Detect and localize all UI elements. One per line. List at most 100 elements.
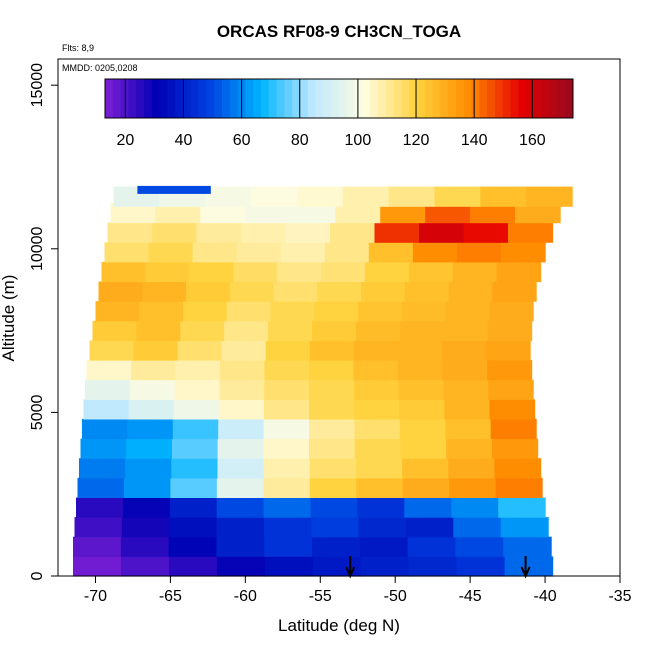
colorbar-swatch — [323, 79, 332, 118]
heatmap-cell — [175, 360, 221, 381]
heatmap-cell — [500, 517, 549, 538]
colorbar-swatch — [401, 79, 410, 118]
heatmap-cell — [408, 261, 454, 283]
heatmap-cell — [400, 438, 447, 459]
heatmap-cell — [455, 536, 504, 557]
heatmap-cell — [172, 418, 219, 440]
heatmap-cell — [442, 340, 487, 361]
heatmap-cell — [224, 320, 269, 341]
heatmap-cell — [168, 556, 218, 577]
heatmap-layer — [73, 186, 573, 577]
colorbar-swatch — [557, 79, 566, 118]
heatmap-cell — [491, 438, 539, 459]
plot-frame — [57, 58, 621, 577]
colorbar-swatch — [222, 79, 231, 118]
heatmap-cell — [264, 379, 310, 400]
colorbar-swatch — [409, 79, 418, 118]
heatmap-cell — [92, 320, 137, 341]
x-tick-label: -55 — [309, 588, 332, 605]
y-axis-label: Altitude (m) — [0, 275, 18, 362]
heatmap-cell — [355, 458, 403, 479]
heatmap-cell — [407, 536, 456, 557]
heatmap-cell — [180, 320, 225, 341]
heatmap-cell — [496, 261, 542, 283]
colorbar-swatch — [190, 79, 200, 118]
heatmap-cell — [353, 360, 399, 381]
heatmap-cell — [309, 399, 355, 420]
heatmap-cell — [263, 477, 311, 498]
heatmap-cell — [342, 186, 390, 207]
heatmap-cell — [123, 477, 171, 498]
heatmap-cell — [173, 399, 220, 420]
heatmap-cell — [490, 418, 537, 440]
x-axis-label: Latitude (deg N) — [278, 616, 400, 635]
heatmap-cell — [171, 458, 219, 479]
heatmap-cell — [470, 203, 516, 224]
colorbar-swatch — [487, 79, 496, 118]
colorbar-swatch — [432, 79, 441, 118]
heatmap-cell — [399, 418, 446, 440]
heatmap-cell — [264, 360, 310, 381]
heatmap-cell — [388, 186, 436, 207]
heatmap-cell — [236, 242, 282, 263]
heatmap-cell — [131, 360, 177, 381]
heatmap-cell — [277, 261, 322, 283]
heatmap-cell — [217, 438, 264, 459]
heatmap-cell — [401, 301, 447, 322]
heatmap-cell — [404, 497, 452, 518]
flight-track-layer — [137, 185, 211, 194]
colorbar-swatch — [229, 79, 239, 118]
heatmap-cell — [263, 399, 310, 420]
heatmap-cell — [374, 222, 420, 243]
heatmap-cell — [98, 281, 143, 302]
heatmap-cell — [263, 458, 311, 479]
heatmap-cell — [221, 340, 267, 361]
heatmap-cell — [445, 301, 490, 322]
heatmap-cell — [446, 438, 493, 459]
colorbar-swatch — [253, 79, 262, 118]
colorbar-swatch — [510, 79, 519, 118]
colorbar-swatch — [362, 79, 371, 118]
heatmap-cell — [453, 517, 502, 538]
heatmap-cell — [353, 340, 399, 361]
heatmap-cell — [515, 203, 561, 224]
heatmap-cell — [380, 203, 426, 224]
heatmap-cell — [504, 556, 554, 577]
x-tick-label: -50 — [384, 588, 407, 605]
heatmap-cell — [218, 418, 265, 440]
heatmap-cell — [412, 242, 458, 263]
heatmap-cell — [399, 399, 445, 420]
heatmap-cell — [360, 556, 410, 577]
heatmap-cell — [353, 379, 400, 400]
heatmap-cell — [456, 242, 502, 263]
flight-track-segment — [137, 185, 211, 194]
heatmap-cell — [263, 438, 310, 459]
colorbar-swatch — [183, 79, 192, 118]
heatmap-cell — [133, 340, 179, 361]
colorbar-swatch — [378, 79, 387, 118]
colorbar-swatch — [346, 79, 356, 118]
heatmap-cell — [216, 556, 266, 577]
heatmap-cell — [82, 418, 128, 440]
y-tick-label: 5000 — [29, 394, 46, 430]
colorbar-tick-label: 160 — [519, 132, 546, 149]
heatmap-cell — [152, 222, 198, 243]
colorbar-swatch — [307, 79, 317, 118]
heatmap-cell — [487, 320, 533, 341]
colorbar-swatch — [120, 79, 129, 118]
colorbar-swatch — [167, 79, 176, 118]
heatmap-cell — [354, 418, 401, 440]
dates-annotation: MMDD: 0205,0208 — [62, 63, 138, 73]
heatmap-cell — [448, 281, 493, 302]
colorbar-swatch — [549, 79, 558, 118]
heatmap-cell — [488, 379, 534, 400]
heatmap-cell — [359, 536, 409, 557]
heatmap-cell — [494, 458, 542, 479]
colorbar-swatch — [284, 79, 293, 118]
heatmap-cell — [107, 222, 153, 243]
colorbar-swatch — [440, 79, 449, 118]
heatmap-cell — [501, 242, 546, 263]
colorbar: 20 40 60 80 100 120 140 160 — [104, 78, 574, 149]
x-tick-label: -35 — [608, 588, 631, 605]
